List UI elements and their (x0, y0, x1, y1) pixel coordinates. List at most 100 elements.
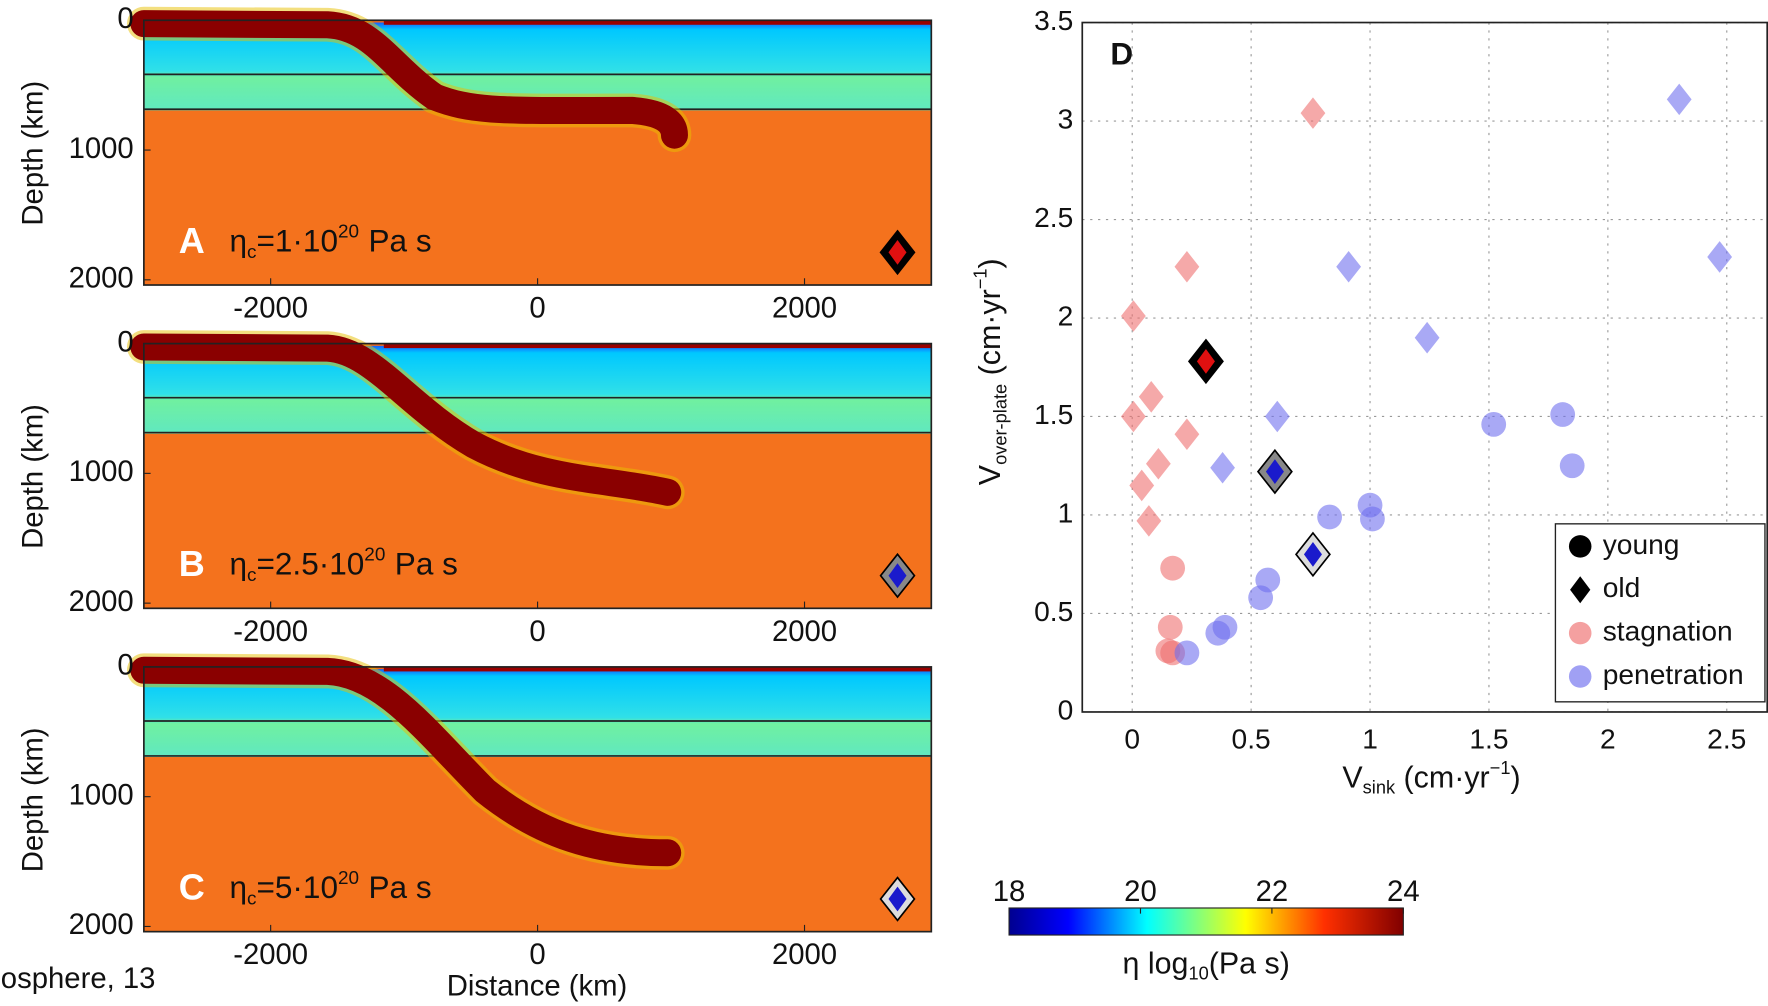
y-tick-label: 2000 (69, 908, 134, 941)
x-tick-label: 2000 (772, 615, 837, 648)
point (1264, 400, 1290, 433)
colorbar-label-part: log (1139, 946, 1188, 980)
x-axis-label-part: ) (1510, 761, 1520, 795)
y-axis-label: Depth (km) (16, 727, 49, 872)
y-tick-label: 1000 (69, 778, 134, 811)
point (1145, 448, 1171, 480)
panel-annotation-part: 20 (364, 545, 385, 566)
x-axis-label-part: sink (1363, 777, 1396, 798)
legend-label: young (1603, 529, 1680, 560)
x-tick-label: -2000 (233, 292, 308, 325)
point (1157, 614, 1183, 640)
plate-top (383, 343, 932, 349)
plot-frame (1081, 21, 1768, 713)
y-tick-label: 0.5 (1034, 596, 1073, 627)
slab-body (130, 656, 682, 867)
x-tick-label: -2000 (233, 938, 308, 971)
y-tick-label: 2 (1058, 300, 1074, 331)
point (1121, 300, 1146, 332)
panel-annotation-part: η (229, 223, 247, 259)
y-axis-label-part: (cm·yr (973, 289, 1007, 384)
panel-annotation: ηc=5·1020 Pa s (229, 868, 431, 910)
x-tick-label: 0 (529, 292, 545, 325)
y-tick-label: 0 (117, 649, 133, 682)
x-tick-label: 0 (1124, 724, 1140, 755)
x-axis-label-part: V (1342, 761, 1363, 795)
point (1707, 241, 1733, 273)
point (1212, 614, 1238, 640)
point (1360, 506, 1385, 532)
point (1174, 640, 1200, 666)
x-axis-label: Vsink (cm·yr−1) (1342, 757, 1520, 798)
slab-body (130, 10, 688, 149)
colorbar-label-part: 10 (1188, 962, 1208, 983)
lower-mantle-shade (143, 757, 932, 932)
legend-marker (1568, 621, 1592, 645)
panel-letter: C (179, 866, 205, 907)
point (1160, 555, 1186, 581)
point (1666, 83, 1692, 116)
x-axis-label-part: (cm·yr (1395, 761, 1490, 795)
point (1414, 321, 1440, 354)
legend-box (1554, 523, 1766, 703)
point (1129, 469, 1155, 502)
plate-top (383, 666, 932, 672)
x-tick-label: 0 (529, 938, 545, 971)
legend-label: stagnation (1603, 616, 1733, 647)
y-axis-label-part: over-plate (989, 384, 1010, 465)
footer: osphere, 13 (1, 962, 156, 995)
x-tick-label: 2 (1600, 724, 1616, 755)
x-tick-label: 0.5 (1232, 724, 1271, 755)
y-tick-label: 1 (1058, 497, 1074, 528)
y-tick-label: 1.5 (1034, 399, 1073, 430)
y-tick-label: 0 (117, 2, 133, 35)
y-tick-label: 3 (1058, 103, 1074, 134)
colorbar-label-part: η (1123, 946, 1140, 980)
colorbar-label-part: (Pa s) (1209, 946, 1290, 980)
y-tick-label: 2000 (69, 262, 134, 295)
colorbar-tick-label: 22 (1256, 875, 1289, 908)
point (1481, 411, 1507, 437)
y-axis-label-part: ) (973, 258, 1007, 268)
colorbar (1008, 907, 1404, 936)
colorbar-tick-label: 20 (1124, 875, 1157, 908)
point (1336, 251, 1362, 283)
slab (126, 653, 685, 870)
legend-label: penetration (1603, 659, 1744, 690)
point (1300, 97, 1326, 129)
colorbar-tick-label: 24 (1387, 875, 1420, 908)
x-tick-label: 1 (1362, 724, 1378, 755)
panel-annotation-part: 20 (338, 868, 359, 889)
panel-annotation-part: c (247, 565, 256, 586)
panel-annotation-part: =2.5·10 (256, 546, 364, 582)
point (1559, 453, 1585, 479)
x-axis-label: Distance (km) (447, 970, 628, 1003)
panel-annotation-part: η (229, 869, 247, 905)
legend-label: old (1603, 572, 1641, 603)
case-marker (888, 563, 907, 589)
panel-annotation-part: Pa s (369, 869, 432, 905)
y-axis-label: Depth (km) (16, 81, 49, 226)
slab-body (130, 333, 682, 506)
lower-mantle-shade (143, 110, 932, 286)
point (1550, 402, 1576, 427)
x-axis-label-part: −1 (1490, 757, 1511, 778)
x-tick-label: 0 (529, 615, 545, 648)
y-tick-label: 2000 (69, 585, 134, 618)
panel-annotation-part: 20 (338, 221, 359, 242)
x-tick-label: -2000 (233, 615, 308, 648)
point (1138, 381, 1164, 413)
y-tick-label: 0 (1058, 694, 1074, 725)
x-tick-label: 2000 (772, 292, 837, 325)
panel-annotation-part: η (229, 546, 247, 582)
colorbar-label: η log10(Pa s) (1123, 946, 1290, 983)
x-tick-label: 2000 (772, 938, 837, 971)
panel-annotation-part: =5·10 (256, 869, 338, 905)
y-tick-label: 3.5 (1034, 5, 1073, 36)
y-tick-label: 1000 (69, 132, 134, 165)
x-tick-label: 2.5 (1707, 724, 1746, 755)
legend-marker (1570, 576, 1591, 604)
panel-letter: B (179, 543, 205, 584)
point (1255, 567, 1281, 593)
